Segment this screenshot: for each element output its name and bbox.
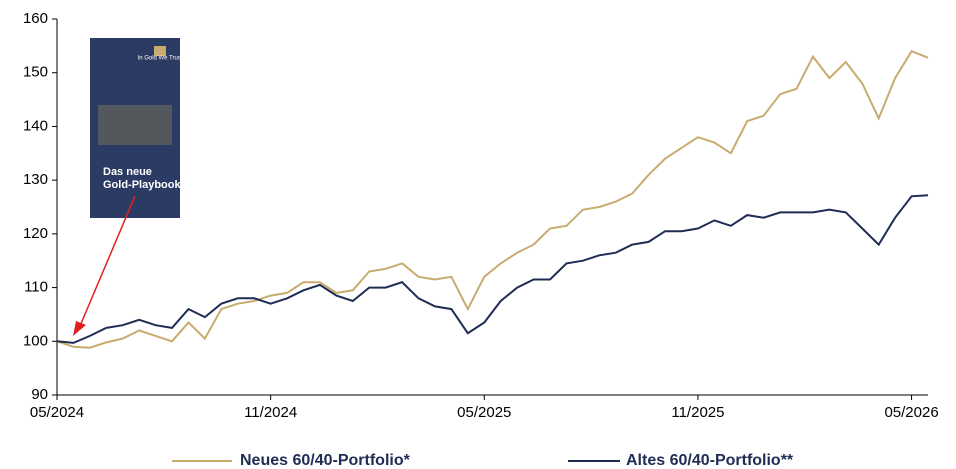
y-tick-label: 90 — [31, 386, 48, 403]
x-tick-label: 05/2025 — [457, 404, 511, 421]
y-tick-label: 120 — [23, 225, 48, 242]
y-tick-label: 110 — [24, 279, 48, 296]
cover-badge — [154, 46, 166, 56]
arrow — [79, 195, 136, 327]
y-tick-label: 150 — [23, 64, 48, 81]
y-tick-label: 130 — [23, 171, 48, 188]
y-tick-label: 100 — [23, 332, 48, 349]
cover-text: In Gold We Trust — [138, 56, 183, 62]
x-tick-label: 05/2024 — [30, 404, 84, 421]
cover-text: Gold-Playbook — [103, 179, 182, 191]
legend-label: Neues 60/40-Portfolio* — [240, 452, 411, 469]
arrow-head — [73, 321, 86, 336]
y-tick-label: 160 — [23, 10, 48, 27]
line-series — [56, 194, 929, 344]
x-tick-label: 05/2026 — [884, 404, 938, 421]
cover-text: Das neue — [103, 166, 152, 178]
y-tick-label: 140 — [23, 117, 48, 134]
x-tick-label: 11/2024 — [244, 404, 297, 421]
cover-picture — [98, 105, 172, 145]
line-series — [56, 49, 929, 349]
book-cover: In Gold We Trust Das neue Gold-Playbook — [90, 38, 183, 218]
x-tick-label: 11/2025 — [671, 404, 724, 421]
legend-label: Altes 60/40-Portfolio** — [626, 452, 794, 469]
